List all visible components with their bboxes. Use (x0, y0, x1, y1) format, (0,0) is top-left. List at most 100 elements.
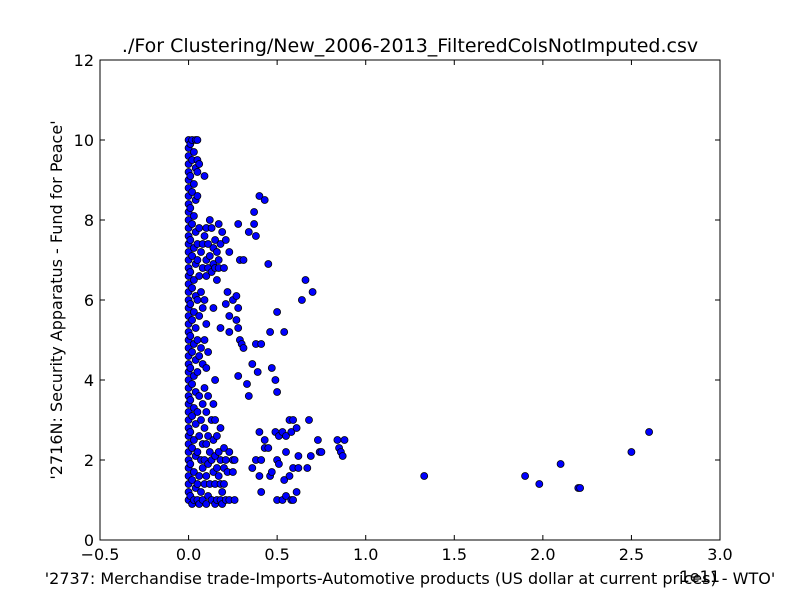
data-point (239, 344, 248, 352)
data-point (200, 172, 209, 180)
data-point (195, 432, 204, 440)
data-point (195, 392, 204, 400)
data-point (188, 220, 197, 228)
data-point (193, 168, 202, 176)
data-point (195, 472, 204, 480)
data-point (193, 408, 202, 416)
data-point (189, 468, 198, 476)
x-tick-label: −0.5 (81, 545, 120, 564)
data-point (221, 300, 230, 308)
data-point (271, 376, 280, 384)
data-point (264, 444, 273, 452)
data-point (205, 216, 214, 224)
data-point (225, 448, 234, 456)
data-point (211, 416, 220, 424)
data-point (294, 464, 303, 472)
data-point (188, 476, 197, 484)
data-point (191, 324, 200, 332)
data-point (645, 428, 653, 436)
y-tick-label: 2 (84, 451, 94, 470)
x-tick-label: 0.0 (176, 545, 201, 564)
data-point (211, 376, 220, 384)
data-point (234, 220, 243, 228)
data-point (234, 324, 243, 332)
x-tick-label: 1.5 (442, 545, 467, 564)
data-point (214, 448, 223, 456)
data-point (188, 284, 197, 292)
data-point (218, 228, 227, 236)
x-tick-label: 2.0 (530, 545, 555, 564)
data-point (189, 212, 198, 220)
data-point (212, 464, 221, 472)
data-point (250, 208, 259, 216)
data-point (576, 484, 584, 492)
data-point (234, 372, 243, 380)
data-point (280, 328, 289, 336)
data-point (193, 336, 202, 344)
data-point (197, 288, 205, 296)
data-point (198, 464, 207, 472)
data-point (195, 160, 204, 168)
data-point (200, 424, 209, 432)
data-point (313, 436, 322, 444)
data-point (274, 460, 283, 468)
data-point (207, 224, 216, 232)
data-point (200, 296, 209, 304)
data-point (292, 488, 301, 496)
data-point (220, 264, 228, 272)
data-point (198, 400, 207, 408)
data-point (239, 256, 248, 264)
data-point (212, 248, 221, 256)
y-axis-label: '2716N: Security Apparatus - Fund for Pe… (47, 120, 66, 479)
data-point (202, 408, 211, 416)
data-point (202, 440, 211, 448)
data-point (186, 268, 195, 276)
data-point (191, 420, 200, 428)
data-point (204, 240, 213, 248)
data-point (214, 472, 223, 480)
data-point (627, 448, 636, 456)
data-point (214, 256, 223, 264)
data-point (255, 192, 264, 200)
x-axis-offset-text: 1e11 (680, 567, 720, 586)
data-point (306, 452, 315, 460)
y-tick-label: 12 (74, 51, 94, 70)
data-point (303, 464, 312, 472)
data-point (200, 336, 209, 344)
data-point (308, 288, 317, 296)
data-point (197, 248, 205, 256)
data-point (188, 316, 197, 324)
data-point (225, 248, 234, 256)
data-point (200, 232, 209, 240)
data-point (189, 308, 198, 316)
data-point (186, 236, 195, 244)
data-point (202, 320, 211, 328)
data-point (197, 416, 205, 424)
data-point (317, 448, 326, 456)
data-point (556, 460, 565, 468)
data-point (221, 236, 230, 244)
data-point (289, 416, 298, 424)
y-tick-label: 0 (84, 531, 94, 550)
data-point (257, 488, 266, 496)
data-point (211, 236, 220, 244)
data-point (225, 328, 234, 336)
data-point (205, 448, 214, 456)
y-tick-label: 4 (84, 371, 94, 390)
data-point (292, 424, 301, 432)
data-point (188, 380, 197, 388)
data-point (244, 392, 253, 400)
data-point (216, 424, 225, 432)
data-point (189, 436, 198, 444)
data-point (186, 300, 195, 308)
data-point (221, 456, 230, 464)
data-point (220, 480, 228, 488)
data-point (244, 228, 253, 236)
data-point (204, 392, 213, 400)
data-point (205, 252, 214, 260)
data-point (253, 368, 262, 376)
data-point (186, 364, 195, 372)
data-point (189, 148, 198, 156)
data-point (287, 428, 296, 436)
